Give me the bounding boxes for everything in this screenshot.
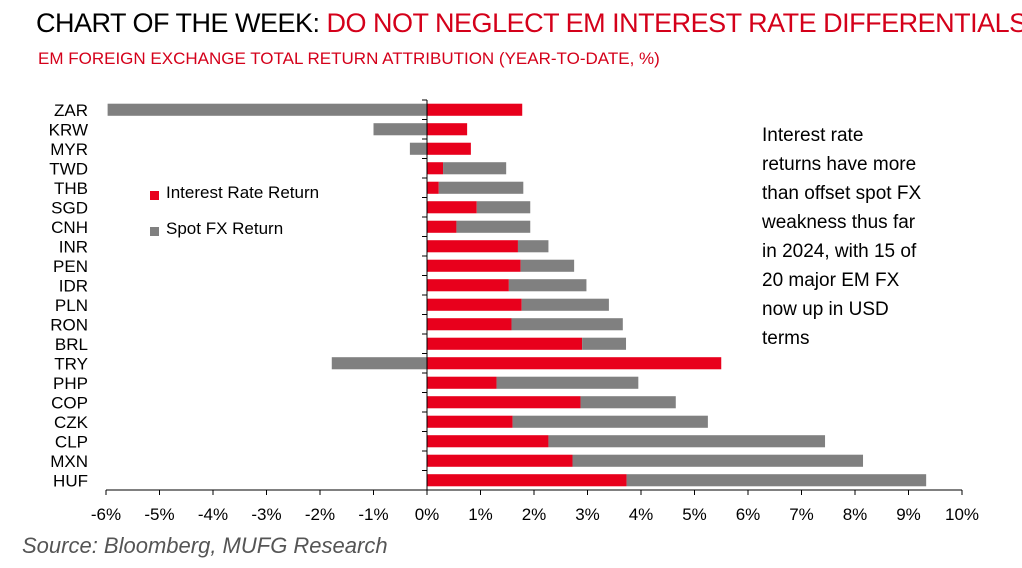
category-label-cop: COP	[51, 393, 88, 412]
category-label-mxn: MXN	[50, 452, 88, 471]
title-prefix: CHART OF THE WEEK:	[36, 8, 327, 38]
spot-fx-bar-ron	[511, 318, 623, 331]
spot-fx-bar-brl	[582, 337, 627, 350]
legend-label: Spot FX Return	[166, 219, 284, 238]
page-title: CHART OF THE WEEK: DO NOT NEGLECT EM INT…	[36, 8, 1022, 39]
spot-fx-bar-huf	[626, 474, 927, 487]
x-tick-label: 7%	[789, 505, 814, 524]
category-label-czk: CZK	[54, 413, 89, 432]
category-label-krw: KRW	[49, 120, 88, 139]
x-tick-label: 2%	[522, 505, 547, 524]
annotation-line: now up in USD	[762, 299, 889, 320]
spot-fx-bar-krw	[373, 123, 427, 136]
x-tick-label: 6%	[736, 505, 761, 524]
legend-swatch-spot-fx	[150, 227, 159, 236]
x-tick-label: -4%	[198, 505, 228, 524]
category-label-thb: THB	[54, 179, 88, 198]
spot-fx-bar-php	[496, 376, 639, 389]
x-tick-label: -3%	[251, 505, 281, 524]
spot-fx-bar-zar	[107, 103, 428, 116]
interest-rate-bar-sgd	[427, 201, 477, 214]
interest-rate-bar-try	[427, 357, 722, 370]
x-tick-label: -6%	[91, 505, 121, 524]
category-label-cnh: CNH	[51, 218, 88, 237]
x-tick-label: 3%	[575, 505, 600, 524]
x-tick-label: 10%	[945, 505, 979, 524]
annotation-line: returns have more	[762, 154, 917, 175]
x-tick-label: 5%	[682, 505, 707, 524]
spot-fx-bar-pen	[520, 259, 575, 272]
x-tick-label: -1%	[358, 505, 388, 524]
category-label-myr: MYR	[50, 140, 88, 159]
interest-rate-bar-idr	[427, 279, 509, 292]
interest-rate-bar-thb	[427, 181, 439, 194]
interest-rate-bar-pen	[427, 259, 521, 272]
spot-fx-bar-idr	[508, 279, 587, 292]
spot-fx-bar-cnh	[456, 220, 531, 233]
spot-fx-bar-mxn	[572, 454, 864, 467]
interest-rate-bar-mxn	[427, 454, 573, 467]
interest-rate-bar-cop	[427, 396, 581, 409]
annotation-line: terms	[762, 328, 810, 349]
spot-fx-bar-pln	[521, 298, 609, 311]
interest-rate-bar-krw	[427, 123, 468, 136]
x-tick-label: -2%	[305, 505, 335, 524]
chart-subtitle: EM FOREIGN EXCHANGE TOTAL RETURN ATTRIBU…	[38, 49, 660, 68]
spot-fx-bar-try	[331, 357, 427, 370]
interest-rate-bar-php	[427, 376, 497, 389]
interest-rate-bar-huf	[427, 474, 627, 487]
category-label-idr: IDR	[59, 276, 88, 295]
spot-fx-bar-sgd	[476, 201, 531, 214]
category-label-pln: PLN	[55, 296, 88, 315]
x-tick-label: 0%	[415, 505, 440, 524]
chart-annotation: Interest rate returns have more than off…	[762, 121, 972, 349]
annotation-line: 20 major EM FX	[762, 270, 900, 291]
legend-swatch-interest-rate	[150, 191, 159, 200]
x-tick-label: -5%	[144, 505, 174, 524]
interest-rate-bar-zar	[427, 103, 523, 116]
x-tick-label: 1%	[468, 505, 493, 524]
annotation-line: Interest rate	[762, 125, 864, 146]
category-label-sgd: SGD	[51, 198, 88, 217]
interest-rate-bar-czk	[427, 415, 513, 428]
x-tick-label: 8%	[843, 505, 868, 524]
category-label-brl: BRL	[55, 335, 88, 354]
interest-rate-bar-myr	[427, 142, 471, 155]
spot-fx-bar-czk	[512, 415, 708, 428]
spot-fx-bar-inr	[517, 240, 549, 253]
spot-fx-bar-clp	[548, 435, 826, 448]
spot-fx-bar-cop	[580, 396, 676, 409]
category-label-ron: RON	[50, 315, 88, 334]
annotation-line: in 2024, with 15 of	[762, 241, 917, 262]
category-label-zar: ZAR	[54, 101, 88, 120]
interest-rate-bar-twd	[427, 162, 444, 175]
interest-rate-bar-cnh	[427, 220, 457, 233]
source-note: Source: Bloomberg, MUFG Research	[22, 533, 388, 558]
title-highlight: DO NOT NEGLECT EM INTEREST RATE DIFFEREN…	[326, 8, 1022, 38]
annotation-line: weakness thus far	[762, 212, 916, 233]
x-tick-label: 9%	[896, 505, 921, 524]
x-tick-label: 4%	[629, 505, 654, 524]
category-label-clp: CLP	[55, 432, 88, 451]
category-label-pen: PEN	[53, 257, 88, 276]
category-label-twd: TWD	[49, 159, 88, 178]
category-label-huf: HUF	[53, 471, 88, 490]
interest-rate-bar-brl	[427, 337, 583, 350]
bars-group	[107, 103, 927, 487]
spot-fx-bar-myr	[409, 142, 427, 155]
interest-rate-bar-pln	[427, 298, 522, 311]
category-label-php: PHP	[53, 374, 88, 393]
category-label-try: TRY	[54, 354, 88, 373]
category-label-inr: INR	[59, 237, 88, 256]
interest-rate-bar-clp	[427, 435, 549, 448]
axes-group: ZARKRWMYRTWDTHBSGDCNHINRPENIDRPLNRONBRLT…	[49, 99, 979, 524]
spot-fx-bar-twd	[443, 162, 507, 175]
annotation-line: than offset spot FX	[762, 183, 922, 204]
legend-label: Interest Rate Return	[166, 183, 320, 202]
interest-rate-bar-ron	[427, 318, 512, 331]
interest-rate-bar-inr	[427, 240, 518, 253]
spot-fx-bar-thb	[438, 181, 524, 194]
